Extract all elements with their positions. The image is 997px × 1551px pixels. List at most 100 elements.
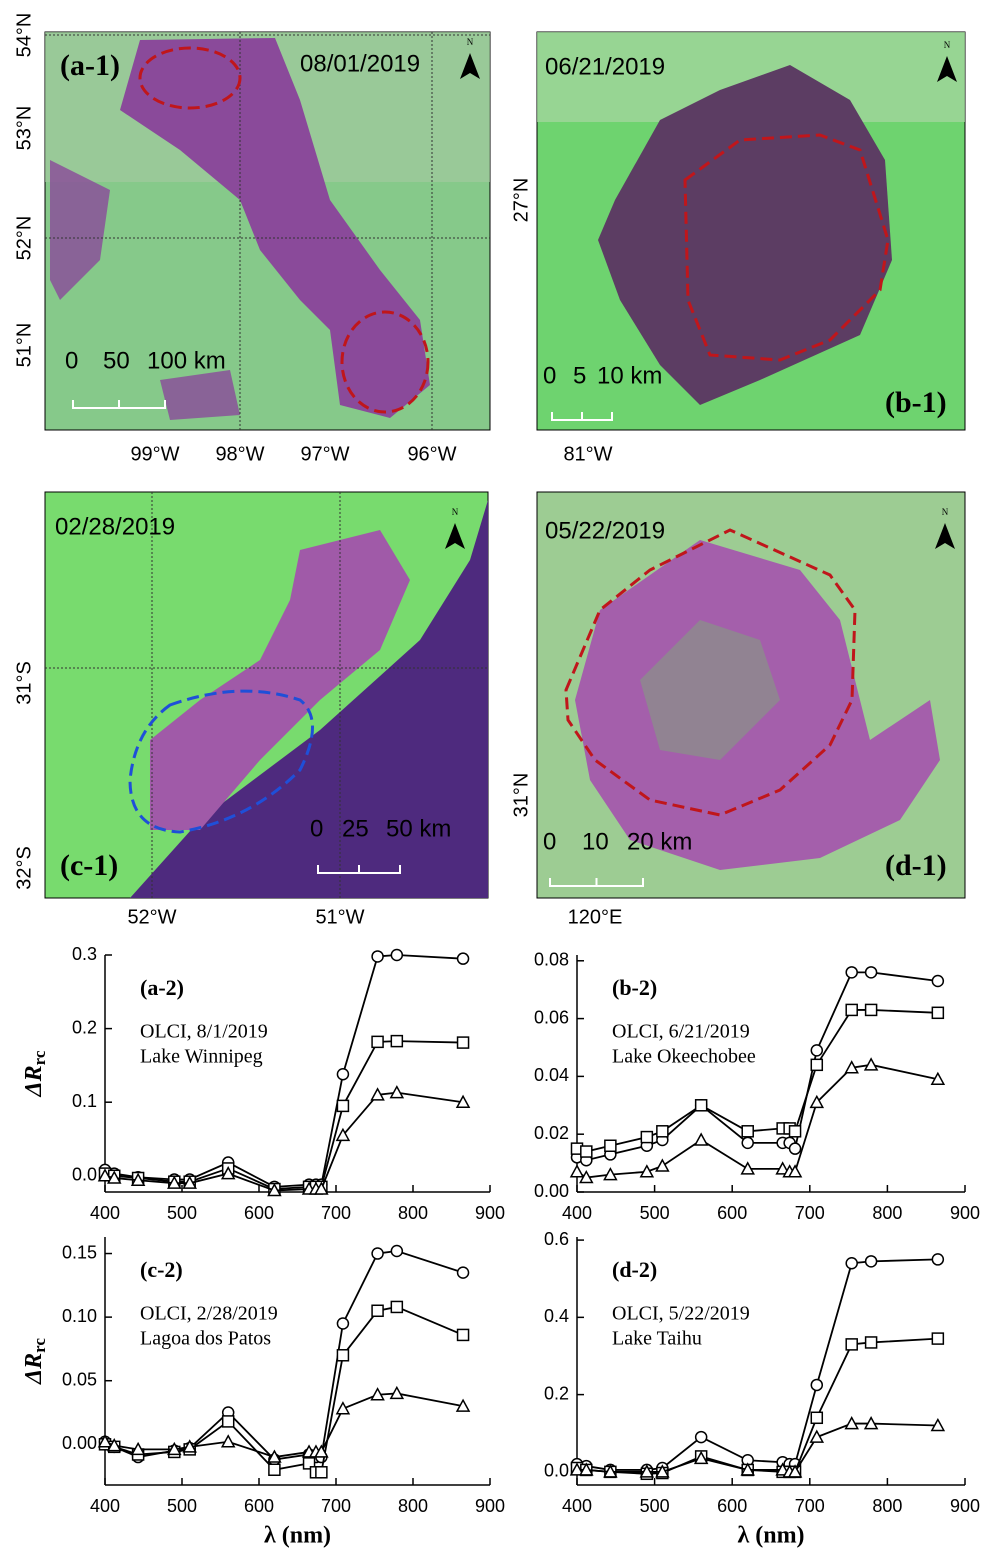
y-tick-label: 0.04 (534, 1065, 569, 1085)
marker-triangle (930, 1071, 946, 1086)
annotation: (c-2) (140, 1257, 183, 1282)
longitude-label: 98°W (215, 443, 264, 465)
marker-triangle (693, 1450, 709, 1465)
y-tick-label: 0.4 (544, 1306, 569, 1326)
y-tick-label: 0.15 (62, 1242, 97, 1262)
marker-triangle (863, 1057, 879, 1071)
marker-triangle (863, 1416, 879, 1430)
y-tick-label: 0.00 (62, 1433, 97, 1453)
marker-triangle (930, 1417, 946, 1432)
x-tick-label: 800 (872, 1496, 902, 1516)
marker-circle (336, 1317, 350, 1330)
marker-square (336, 1349, 350, 1362)
scale-label: 10 (582, 828, 609, 855)
marker-triangle (787, 1464, 803, 1478)
y-tick-label: 0.10 (62, 1306, 97, 1326)
y-axis-label-main: ΔR (21, 1065, 47, 1097)
longitude-label: 81°W (563, 443, 612, 465)
marker-square (656, 1125, 669, 1138)
series-line (104, 1392, 464, 1458)
scale-label: 5 (573, 362, 586, 389)
marker-square (845, 1338, 858, 1351)
latitude-label: 32°S (13, 846, 35, 890)
marker-square (580, 1145, 593, 1158)
y-tick-label: 0.0 (72, 1165, 97, 1185)
y-axis-label-subscript: rc (30, 1050, 49, 1065)
x-tick-label: 900 (950, 1203, 980, 1223)
y-tick-label: 0.2 (72, 1017, 97, 1037)
marker-square (390, 1034, 404, 1048)
panel-label: (c-1) (60, 849, 118, 882)
marker-square (302, 1457, 316, 1470)
annotation: OLCI, 5/22/2019 (612, 1303, 750, 1325)
marker-triangle (603, 1167, 618, 1181)
marker-triangle (167, 1441, 182, 1456)
scale-label: 20 km (627, 828, 692, 855)
longitude-label: 99°W (130, 443, 179, 465)
y-tick-label: 0.06 (534, 1007, 569, 1027)
marker-triangle (740, 1462, 755, 1476)
annotation: (b-2) (612, 975, 657, 1000)
marker-triangle (655, 1158, 670, 1172)
x-axis-label: λ (nm) (737, 1523, 804, 1549)
x-tick-label: 600 (244, 1496, 274, 1516)
marker-square (371, 1304, 384, 1318)
series-line (576, 1063, 939, 1179)
marker-triangle (370, 1087, 385, 1101)
panel-label: (b-1) (885, 386, 947, 419)
marker-circle (456, 1266, 470, 1279)
panel-label: (a-1) (60, 49, 120, 82)
x-tick-label: 900 (475, 1496, 505, 1516)
marker-triangle (740, 1161, 755, 1175)
marker-square (694, 1099, 708, 1112)
marker-square (741, 1125, 754, 1138)
marker-square (371, 1035, 384, 1049)
scale-label: 0 (310, 815, 323, 842)
map-date: 02/28/2019 (55, 513, 175, 540)
x-tick-label: 600 (244, 1203, 274, 1223)
marker-triangle (569, 1462, 585, 1476)
marker-circle (741, 1136, 754, 1150)
marker-triangle (787, 1164, 803, 1178)
x-tick-label: 400 (562, 1496, 592, 1516)
x-tick-label: 700 (321, 1203, 351, 1223)
map-b (536, 31, 966, 431)
x-tick-label: 900 (950, 1496, 980, 1516)
scale-label: 25 (342, 815, 369, 842)
map-c (44, 491, 489, 899)
latitude-label: 53°N (13, 106, 35, 151)
north-label: N (452, 507, 459, 517)
x-tick-label: 500 (640, 1496, 670, 1516)
marker-triangle (389, 1385, 405, 1400)
x-tick-label: 500 (167, 1203, 197, 1223)
y-tick-label: 0.00 (534, 1181, 569, 1201)
marker-triangle (314, 1181, 329, 1195)
marker-triangle (130, 1441, 146, 1456)
marker-triangle (639, 1164, 655, 1178)
marker-circle (810, 1378, 824, 1392)
scale-label: 50 (103, 347, 130, 374)
marker-square (931, 1332, 945, 1345)
north-arrow (460, 53, 480, 79)
marker-square (390, 1300, 404, 1314)
marker-circle (336, 1067, 350, 1081)
marker-triangle (809, 1429, 825, 1443)
marker-triangle (97, 1434, 113, 1448)
x-tick-label: 500 (167, 1496, 197, 1516)
marker-square (456, 1036, 470, 1049)
longitude-label: 120°E (568, 906, 623, 928)
marker-circle (864, 1255, 878, 1268)
marker-triangle (182, 1439, 197, 1453)
north-arrow (445, 523, 465, 549)
latitude-label: 54°N (13, 13, 35, 58)
marker-triangle (455, 1398, 471, 1412)
x-tick-label: 800 (398, 1496, 428, 1516)
y-tick-label: 0.0 (544, 1461, 569, 1481)
y-tick-label: 0.05 (62, 1369, 97, 1389)
x-tick-label: 600 (717, 1496, 747, 1516)
latitude-label: 27°N (510, 178, 532, 223)
series-line (577, 1422, 938, 1473)
annotation: Lake Taihu (612, 1328, 702, 1350)
y-tick-label: 0.02 (534, 1123, 569, 1143)
y-tick-label: 0.1 (72, 1091, 97, 1111)
